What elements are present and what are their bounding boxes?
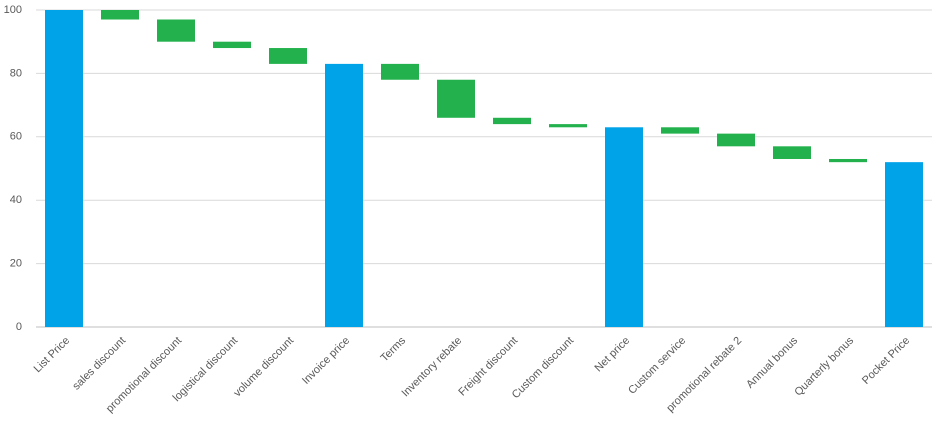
bar	[661, 127, 699, 134]
y-tick-label: 20	[10, 258, 22, 270]
bar	[157, 19, 195, 42]
x-tick-label: Terms	[379, 334, 409, 364]
x-tick-label: Pocket Price	[860, 335, 912, 387]
x-tick-label: volume discount	[231, 335, 296, 400]
bar	[605, 127, 643, 327]
y-tick-label: 0	[16, 321, 22, 333]
bar	[269, 48, 307, 64]
bar	[325, 63, 363, 327]
bar	[437, 79, 475, 118]
y-tick-label: 80	[10, 67, 22, 79]
bar	[381, 63, 419, 80]
y-tick-label: 100	[4, 4, 22, 16]
bar	[773, 146, 811, 159]
bar	[885, 162, 923, 327]
bar	[717, 133, 755, 147]
bar	[213, 41, 251, 49]
x-tick-label: List Price	[32, 335, 72, 375]
y-tick-label: 40	[10, 194, 22, 206]
bar	[493, 117, 531, 125]
x-tick-label: sales discount	[70, 335, 128, 393]
bar	[829, 158, 867, 163]
bar	[549, 124, 587, 128]
y-tick-label: 60	[10, 131, 22, 143]
x-tick-label: Net price	[593, 335, 633, 375]
bar	[101, 10, 139, 20]
x-tick-label: Custom discount	[510, 335, 576, 401]
x-tick-label: Freight discount	[456, 335, 520, 399]
x-tick-label: Inventory rebate	[399, 335, 464, 400]
x-tick-label: Invoice price	[300, 335, 352, 387]
x-tick-label: Quarterly bonus	[792, 334, 856, 398]
x-tick-label: Annual bonus	[744, 334, 800, 390]
x-tick-label: Custom service	[626, 335, 688, 397]
bar	[45, 10, 83, 327]
